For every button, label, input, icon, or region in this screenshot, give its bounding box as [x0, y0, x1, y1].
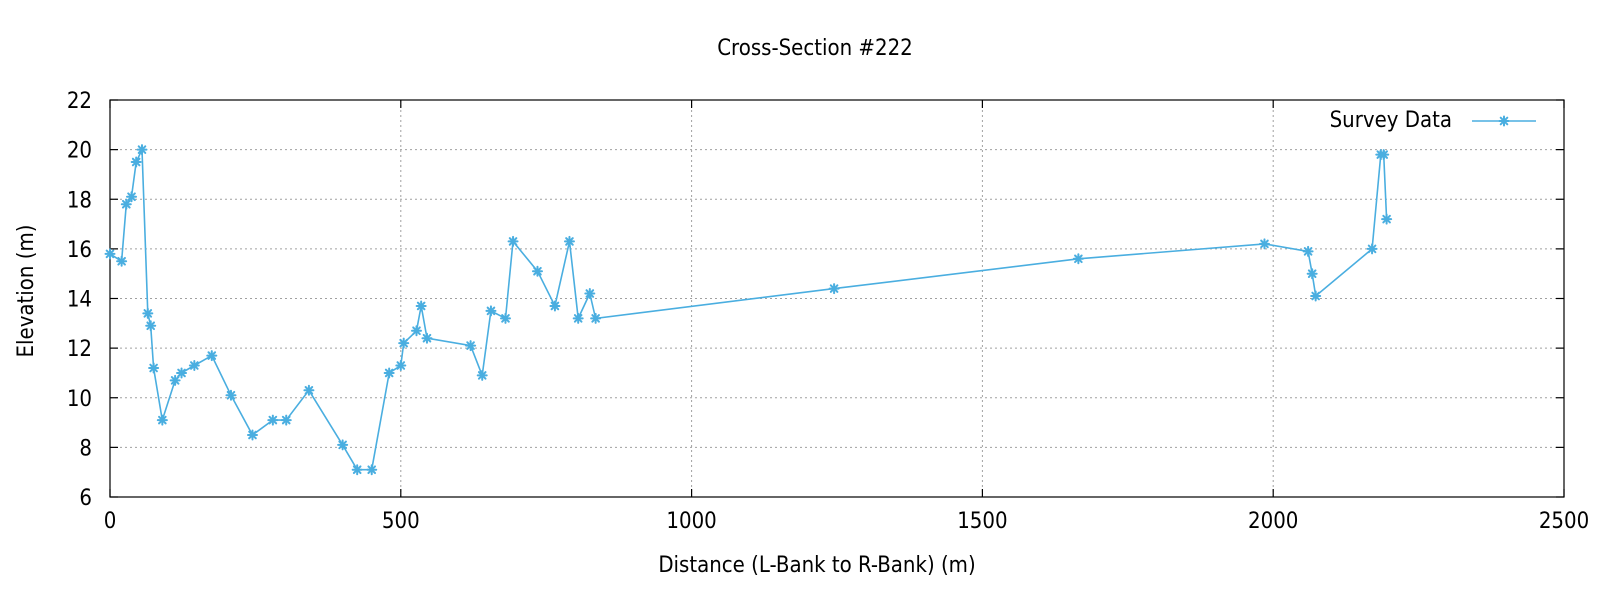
data-point [563, 235, 575, 247]
data-point [398, 337, 410, 349]
data-point [421, 332, 433, 344]
data-point [225, 389, 237, 401]
data-point [188, 359, 200, 371]
data-point [156, 414, 168, 426]
data-point [499, 312, 511, 324]
data-point [383, 367, 395, 379]
data-point [590, 312, 602, 324]
y-tick-label: 22 [67, 89, 92, 114]
data-point [1072, 253, 1084, 265]
data-point [485, 305, 497, 317]
data-point [584, 288, 596, 300]
data-point [1366, 243, 1378, 255]
y-tick-label: 6 [79, 486, 92, 511]
data-point [148, 362, 160, 374]
x-tick-label: 1500 [957, 509, 1007, 534]
data-point [280, 414, 292, 426]
data-point [176, 367, 188, 379]
y-tick-label: 8 [79, 436, 92, 461]
legend-label: Survey Data [1330, 108, 1452, 133]
data-point [476, 369, 488, 381]
data-point [366, 464, 378, 476]
data-point [828, 283, 840, 295]
data-point [1258, 238, 1270, 250]
data-point [507, 235, 519, 247]
data-point [1381, 213, 1393, 225]
series-line [109, 149, 1388, 471]
x-tick-label: 2000 [1248, 509, 1298, 534]
legend-marker-glyph [1498, 115, 1510, 127]
data-point [415, 300, 427, 312]
y-tick-label: 14 [67, 288, 92, 313]
data-point [1302, 245, 1314, 257]
data-point [351, 464, 363, 476]
data-point [126, 191, 138, 203]
x-tick-label: 0 [104, 509, 117, 534]
data-point [267, 414, 279, 426]
x-axis-label: Distance (L-Bank to R-Bank) (m) [658, 553, 975, 578]
data-point [303, 384, 315, 396]
x-tick-label: 1000 [666, 509, 716, 534]
data-point [142, 307, 154, 319]
data-point [246, 429, 258, 441]
data-point [116, 255, 128, 267]
axis-ticks: 0 500 1000 1500 2000 2500 6 8 10 12 14 16 18 20 22 [67, 89, 1589, 534]
series-layer [104, 144, 1393, 476]
data-point [337, 439, 349, 451]
data-point [130, 156, 142, 168]
data-point [120, 198, 132, 210]
data-point [169, 374, 181, 386]
data-point [395, 359, 407, 371]
data-point [145, 320, 157, 332]
y-tick-label: 16 [67, 238, 92, 263]
x-tick-label: 500 [382, 509, 420, 534]
legend-marker [1498, 115, 1510, 127]
data-point [572, 312, 584, 324]
data-point [1306, 268, 1318, 280]
data-point [136, 144, 148, 156]
chart-title: Cross-Section #222 [717, 36, 913, 61]
grid-lines [110, 100, 1564, 497]
data-point [411, 325, 423, 337]
x-tick-label: 2500 [1539, 509, 1589, 534]
data-point [206, 350, 218, 362]
data-point [104, 248, 116, 260]
y-tick-label: 10 [67, 387, 92, 412]
data-point [1378, 149, 1390, 161]
y-tick-label: 18 [67, 188, 92, 213]
y-axis-label: Elevation (m) [14, 225, 39, 358]
data-point [531, 265, 543, 277]
data-point [1310, 290, 1322, 302]
y-tick-label: 20 [67, 139, 92, 164]
data-point [465, 340, 477, 352]
y-tick-label: 12 [67, 337, 92, 362]
data-point [549, 300, 561, 312]
legend: Survey Data [1330, 108, 1536, 133]
